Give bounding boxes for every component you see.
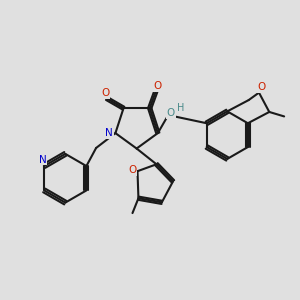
Text: O: O <box>167 108 175 118</box>
Text: O: O <box>153 81 161 91</box>
Text: O: O <box>128 165 136 175</box>
Text: H: H <box>177 103 184 113</box>
Text: O: O <box>101 88 110 98</box>
Text: N: N <box>39 154 46 164</box>
Text: O: O <box>257 82 266 92</box>
Text: N: N <box>105 128 113 138</box>
